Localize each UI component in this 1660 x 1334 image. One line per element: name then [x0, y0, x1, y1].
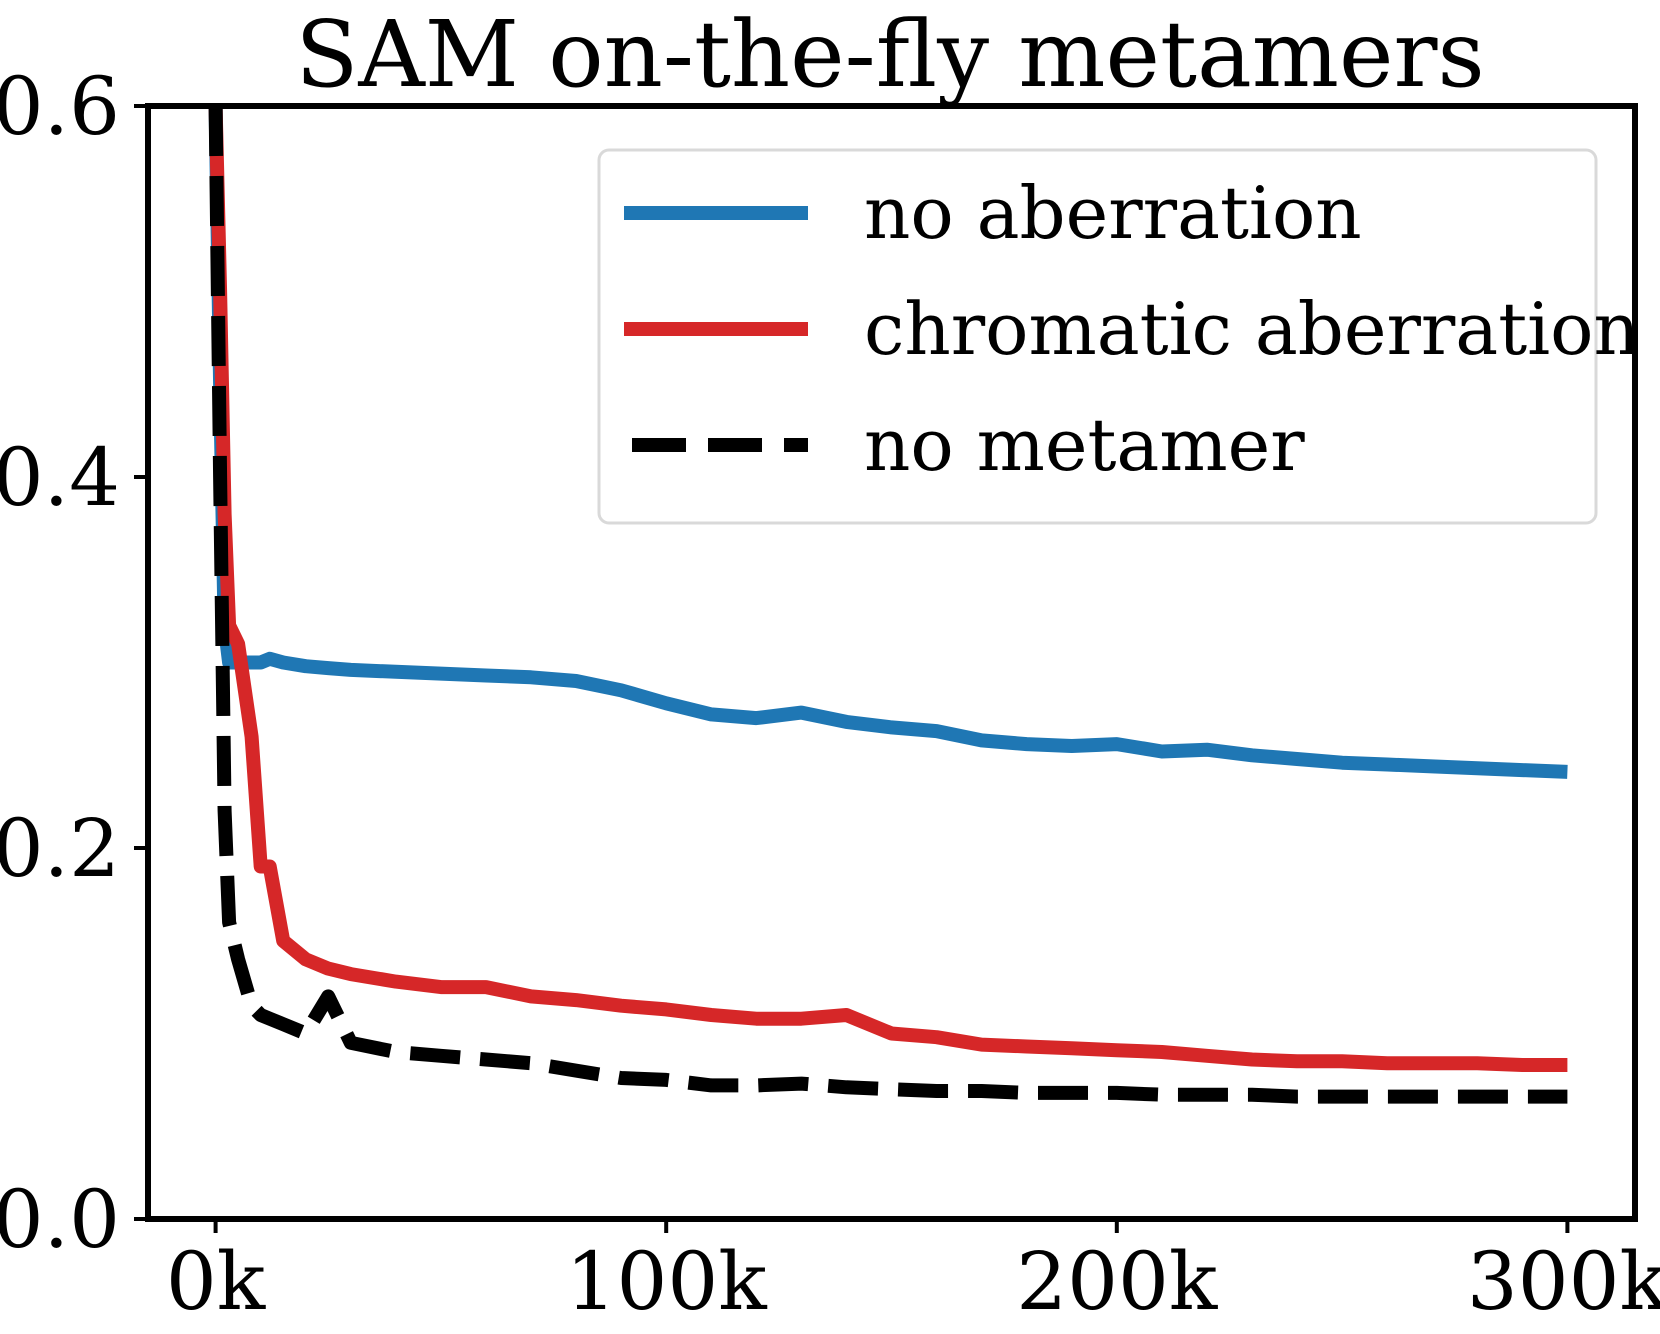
legend-label-chromatic-aberration: chromatic aberration — [864, 287, 1640, 371]
y-tick-label: 0.0 — [0, 1173, 120, 1266]
series-layer — [208, 105, 1568, 1104]
x-tick-label: 200k — [1016, 1235, 1219, 1328]
legend-label-no-metamer: no metamer — [864, 403, 1305, 487]
axis-layer: 0k 100k 200k 300k 0.0 0.2 0.4 0.6 — [0, 60, 1660, 1328]
plot-frame — [145, 103, 1638, 1222]
legend-box — [597, 148, 1598, 525]
series-line-chromatic-aberration — [208, 105, 1568, 1072]
y-tick-label: 0.4 — [0, 431, 120, 524]
series-line-no-metamer — [208, 105, 1568, 1104]
x-tick-label: 100k — [566, 1235, 769, 1328]
legend-label-no-aberration: no aberration — [864, 171, 1362, 255]
series-line-no-aberration — [208, 105, 1568, 779]
legend: no aberration chromatic aberration no me… — [597, 148, 1640, 525]
y-tick-label: 0.6 — [0, 60, 120, 153]
y-tick-label: 0.2 — [0, 802, 120, 895]
x-tick-label: 0k — [166, 1235, 267, 1328]
x-tick-label: 300k — [1467, 1235, 1660, 1328]
chart-title: SAM on-the-fly metamers — [295, 1, 1484, 108]
